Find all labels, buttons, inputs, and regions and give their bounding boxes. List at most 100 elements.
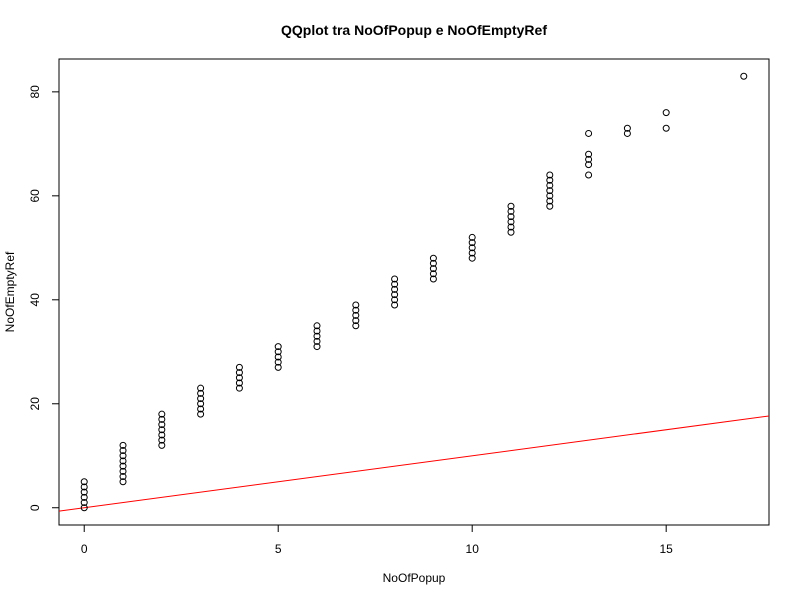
data-point xyxy=(468,239,476,247)
data-point xyxy=(623,129,631,137)
data-point xyxy=(468,254,476,262)
data-point xyxy=(352,311,360,319)
plot-frame xyxy=(58,58,770,526)
data-point xyxy=(274,348,282,356)
data-point xyxy=(197,405,205,413)
data-point xyxy=(119,441,127,449)
data-point xyxy=(546,192,554,200)
y-tick-label: 0 xyxy=(28,504,42,511)
data-point xyxy=(429,259,437,267)
data-point xyxy=(235,369,243,377)
reference-line-group xyxy=(58,415,770,512)
data-point xyxy=(391,285,399,293)
y-axis: 0 20 40 60 80 xyxy=(28,85,60,511)
data-point xyxy=(274,358,282,366)
chart-title: QQplot tra NoOfPopup e NoOfEmptyRef xyxy=(281,22,547,38)
data-point xyxy=(80,493,88,501)
data-point xyxy=(158,441,166,449)
reference-line xyxy=(58,415,770,512)
data-point xyxy=(313,337,321,345)
x-tick-label: 0 xyxy=(81,542,88,556)
data-point xyxy=(507,223,515,231)
data-point xyxy=(119,467,127,475)
data-point xyxy=(119,457,127,465)
data-point xyxy=(197,395,205,403)
data-point xyxy=(623,124,631,132)
data-points xyxy=(80,72,748,512)
data-point xyxy=(429,265,437,273)
data-point xyxy=(546,197,554,205)
data-point xyxy=(274,343,282,351)
data-point xyxy=(429,275,437,283)
data-point xyxy=(507,228,515,236)
data-point xyxy=(507,218,515,226)
data-point xyxy=(468,244,476,252)
data-point xyxy=(235,379,243,387)
data-point xyxy=(158,436,166,444)
data-point xyxy=(507,213,515,221)
data-point xyxy=(546,176,554,184)
data-point xyxy=(352,301,360,309)
data-point xyxy=(313,327,321,335)
data-point xyxy=(468,249,476,257)
data-point xyxy=(313,322,321,330)
data-point xyxy=(546,187,554,195)
data-point xyxy=(235,384,243,392)
data-point xyxy=(119,452,127,460)
data-point xyxy=(158,431,166,439)
data-point xyxy=(546,171,554,179)
data-point xyxy=(662,124,670,132)
data-point xyxy=(119,447,127,455)
data-point xyxy=(585,129,593,137)
y-tick-label: 80 xyxy=(28,85,42,99)
data-point xyxy=(546,181,554,189)
data-point xyxy=(507,202,515,210)
data-point xyxy=(391,275,399,283)
x-tick-label: 10 xyxy=(466,542,480,556)
x-axis-label: NoOfPopup xyxy=(383,571,446,585)
data-point xyxy=(585,150,593,158)
data-point xyxy=(80,499,88,507)
data-point xyxy=(391,280,399,288)
data-point xyxy=(158,426,166,434)
data-point xyxy=(197,400,205,408)
data-point xyxy=(119,473,127,481)
x-tick-label: 5 xyxy=(275,542,282,556)
data-point xyxy=(274,353,282,361)
data-point xyxy=(313,332,321,340)
data-point xyxy=(352,322,360,330)
data-point xyxy=(391,296,399,304)
data-point xyxy=(585,161,593,169)
data-point xyxy=(197,389,205,397)
data-point xyxy=(80,483,88,491)
data-point xyxy=(585,155,593,163)
x-tick-label: 15 xyxy=(660,542,674,556)
y-axis-label: NoOfEmptyRef xyxy=(3,251,17,332)
data-point xyxy=(662,109,670,117)
data-point xyxy=(158,415,166,423)
x-axis: 0 5 10 15 xyxy=(81,524,674,556)
data-point xyxy=(429,254,437,262)
data-point xyxy=(546,202,554,210)
data-point xyxy=(158,421,166,429)
y-tick-label: 40 xyxy=(28,293,42,307)
data-point xyxy=(119,478,127,486)
y-tick-label: 60 xyxy=(28,189,42,203)
data-point xyxy=(429,270,437,278)
data-point xyxy=(352,306,360,314)
data-point xyxy=(235,374,243,382)
data-point xyxy=(585,171,593,179)
data-point xyxy=(158,410,166,418)
data-point xyxy=(740,72,748,80)
data-point xyxy=(274,363,282,371)
data-point xyxy=(197,410,205,418)
data-point xyxy=(468,233,476,241)
data-point xyxy=(80,504,88,512)
data-point xyxy=(313,343,321,351)
data-point xyxy=(235,363,243,371)
data-point xyxy=(507,207,515,215)
data-point xyxy=(80,488,88,496)
data-point xyxy=(119,462,127,470)
data-point xyxy=(391,291,399,299)
